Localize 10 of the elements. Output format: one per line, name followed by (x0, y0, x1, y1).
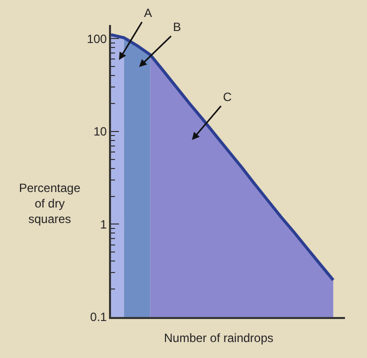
y-tick-label: 100 (86, 32, 108, 46)
line-series (111, 33, 335, 282)
y-tick-label: 0.1 (90, 310, 108, 324)
y-tick-label: 1 (100, 217, 108, 232)
annotation: B (173, 20, 182, 34)
y-tick-label: 10 (93, 124, 108, 139)
x-axis-title: Number of raindrops (164, 331, 274, 345)
annotation: C (223, 90, 232, 104)
text: A (144, 6, 152, 20)
y-axis-title: Percentage of dry squares (19, 181, 81, 226)
